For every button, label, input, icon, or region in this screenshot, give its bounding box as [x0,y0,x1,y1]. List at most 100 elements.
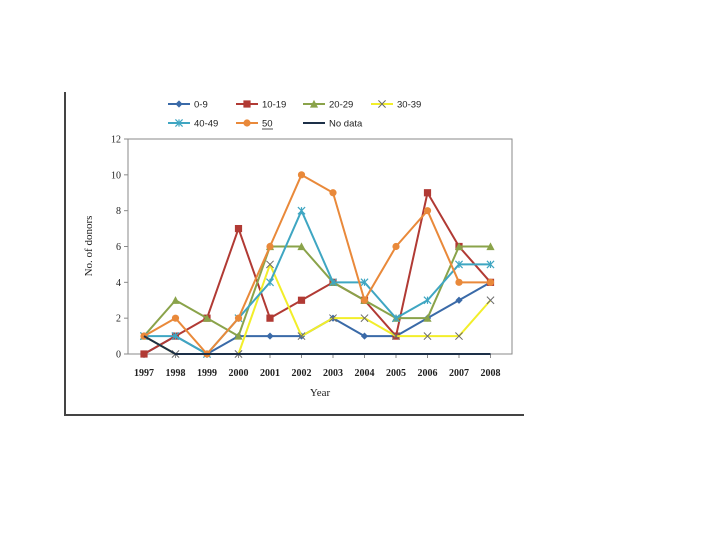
data-point [266,332,274,340]
data-point [486,278,495,286]
x-tick-label: 2002 [292,368,312,379]
legend-marker [175,100,183,108]
legend-label: No data [329,119,363,130]
legend-item-10-19: 10-19 [236,100,286,111]
data-point [234,314,243,322]
legend-marker [243,100,251,108]
y-tick-label: 2 [116,314,121,325]
data-point [234,331,243,340]
data-point [329,189,337,197]
x-tick-label: 2001 [260,368,280,379]
y-axis-title: No. of donors [83,216,95,277]
data-point [328,278,338,287]
x-tick-label: 2000 [229,368,249,379]
series-line-10-19 [143,191,492,355]
data-point [423,314,432,322]
data-point [486,242,495,251]
data-point [455,278,463,286]
x-tick-label: 2008 [481,368,501,379]
data-point [455,332,463,341]
data-point [392,332,400,341]
series-line-40-49 [144,209,491,355]
figure-frame [64,92,524,416]
y-axis: 0 2 4 6 8 10 12 [111,135,128,361]
series-10-19 [140,189,495,358]
series-line-no-data [143,335,491,355]
data-point [360,332,369,340]
data-point [423,332,432,341]
chart-legend: 0-9 10-19 20-29 30-39 40-49 50 No data [168,100,421,130]
plot-border [127,138,513,355]
data-point [297,171,306,179]
data-point [171,296,180,304]
legend-item-ge50: 50 [236,119,273,130]
x-tick-label: 2003 [323,368,343,379]
series-line-ge50 [143,173,491,355]
plot-area [127,138,513,355]
data-point [297,296,306,304]
x-axis: 1997 1998 1999 2000 2001 2002 2003 2004 2005 2006… [134,354,501,379]
legend-marker [378,100,386,108]
legend-label: 40-49 [194,119,218,130]
data-point [423,296,432,305]
data-point [171,332,180,341]
y-tick-label: 6 [116,242,121,253]
data-point [486,260,495,269]
data-point [202,314,212,322]
series-30-39 [140,260,495,358]
series-layer [139,171,495,359]
data-point [265,278,275,287]
x-tick-label: 1998 [166,368,186,379]
y-tick-label: 8 [116,206,121,217]
data-point [171,314,180,322]
data-point [423,207,432,215]
legend-item-0-9: 0-9 [168,100,208,111]
legend-label: 50 [262,119,273,130]
data-point [297,332,306,341]
data-point [266,242,274,251]
series-40-49 [139,206,495,359]
x-tick-label: 2007 [449,368,469,379]
data-point [454,260,464,269]
data-point [360,278,369,287]
x-tick-label: 2005 [386,368,406,379]
data-point [391,314,401,323]
legend-item-20-29: 20-29 [303,100,353,111]
data-point [486,296,495,305]
legend-item-40-49: 40-49 [168,119,218,130]
data-point [297,206,306,215]
y-tick-label: 10 [111,170,121,181]
series-no-data [143,335,491,355]
x-tick-label: 2006 [418,368,438,379]
legend-label: 10-19 [262,100,286,111]
data-point [454,242,464,251]
x-tick-label: 2004 [355,368,375,379]
legend-label: 0-9 [194,100,208,111]
data-point [423,189,432,197]
data-point [360,296,369,304]
legend-marker [243,119,251,127]
data-point [455,296,463,304]
x-axis-title: Year [310,387,331,399]
y-tick-label: 4 [116,278,121,289]
legend-label: 30-39 [397,100,421,111]
data-point [266,260,274,269]
data-point [360,314,369,323]
series-line-20-29 [143,245,491,338]
data-point [140,350,148,358]
x-tick-label: 1999 [197,368,217,379]
legend-item-no-data: No data [303,119,363,130]
x-tick-label: 1997 [134,368,154,379]
legend-item-30-39: 30-39 [371,100,421,111]
y-tick-label: 12 [111,135,121,146]
data-point [329,314,337,323]
legend-label: 20-29 [329,100,353,111]
data-point [297,242,306,251]
legend-marker [174,118,184,128]
data-point [266,314,274,322]
legend-marker [309,99,319,108]
data-point [392,242,400,251]
y-tick-label: 0 [116,350,121,361]
data-point [234,224,243,233]
